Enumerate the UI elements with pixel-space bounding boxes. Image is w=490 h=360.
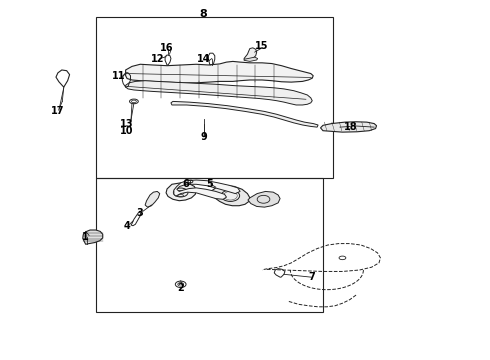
Bar — [97, 178, 323, 312]
Polygon shape — [174, 180, 240, 199]
Bar — [97, 18, 333, 178]
Text: 8: 8 — [200, 9, 207, 19]
Text: 1: 1 — [82, 232, 89, 242]
Polygon shape — [166, 183, 196, 201]
Polygon shape — [248, 192, 280, 207]
Text: 12: 12 — [150, 54, 164, 64]
Polygon shape — [244, 57, 258, 62]
Text: 17: 17 — [50, 107, 64, 116]
Text: 5: 5 — [207, 179, 213, 189]
Text: 6: 6 — [182, 179, 189, 189]
Text: 15: 15 — [255, 41, 269, 51]
Text: 7: 7 — [309, 272, 316, 282]
Text: 9: 9 — [200, 132, 207, 142]
Polygon shape — [83, 230, 103, 244]
Polygon shape — [320, 122, 376, 132]
Text: 3: 3 — [137, 208, 144, 218]
Polygon shape — [244, 48, 257, 60]
Text: 13: 13 — [121, 118, 134, 129]
Text: 10: 10 — [121, 126, 134, 136]
Polygon shape — [171, 102, 318, 127]
Text: 18: 18 — [344, 122, 358, 132]
Ellipse shape — [223, 192, 237, 200]
Polygon shape — [211, 185, 250, 206]
Text: 2: 2 — [177, 283, 184, 293]
Polygon shape — [125, 62, 313, 83]
Polygon shape — [125, 81, 312, 105]
Text: 4: 4 — [123, 221, 130, 231]
Text: 16: 16 — [160, 43, 174, 53]
Text: 11: 11 — [112, 71, 125, 81]
Text: 14: 14 — [197, 54, 210, 64]
Polygon shape — [145, 192, 160, 207]
